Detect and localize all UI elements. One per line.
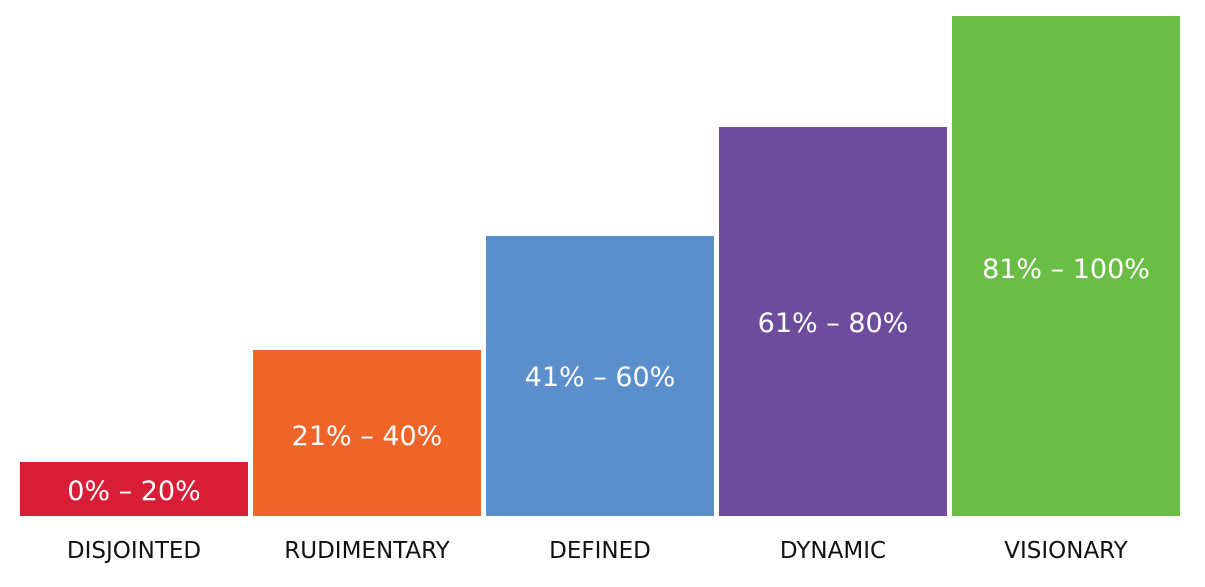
- category-label-visionary: VISIONARY: [1004, 538, 1128, 564]
- bar-value-label-rudimentary: 21% – 40%: [292, 421, 443, 452]
- category-label-rudimentary: RUDIMENTARY: [284, 538, 450, 564]
- category-label-dynamic: DYNAMIC: [780, 538, 886, 564]
- category-labels-group: DISJOINTED RUDIMENTARY DEFINED DYNAMIC VISIO…: [67, 538, 1129, 564]
- bar-rudimentary: [253, 350, 481, 516]
- category-label-defined: DEFINED: [549, 538, 651, 564]
- bar-value-label-visionary: 81% – 100%: [982, 254, 1150, 285]
- bar-visionary: [952, 16, 1180, 516]
- category-label-disjointed: DISJOINTED: [67, 538, 201, 564]
- bar-value-label-defined: 41% – 60%: [525, 362, 676, 393]
- bar-disjointed: [20, 462, 248, 516]
- bar-defined: [486, 236, 714, 516]
- bar-dynamic: [719, 127, 947, 516]
- bar-value-label-dynamic: 61% – 80%: [758, 308, 909, 339]
- value-labels-group: 0% – 20% 21% – 40% 41% – 60% 61% – 80% 81% –…: [67, 254, 1150, 507]
- bar-value-label-disjointed: 0% – 20%: [67, 476, 201, 507]
- bars-group: [20, 16, 1180, 516]
